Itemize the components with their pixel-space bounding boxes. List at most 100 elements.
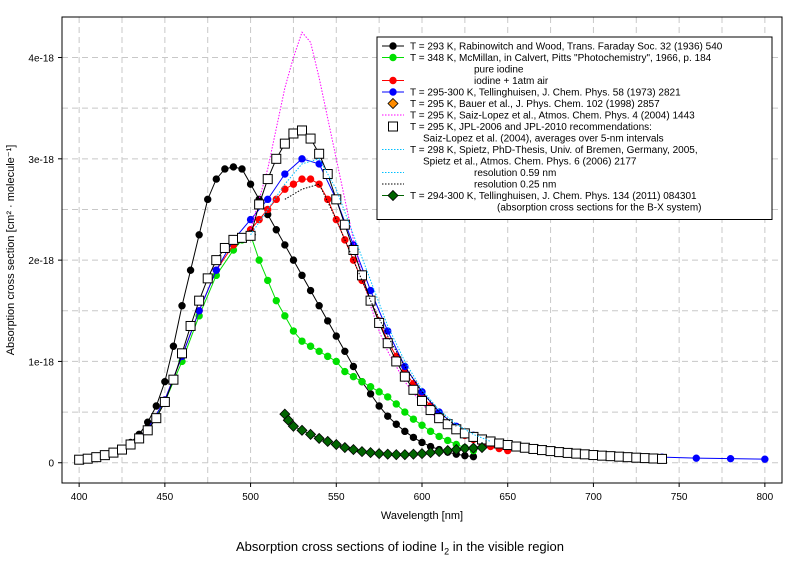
data-point	[588, 450, 599, 461]
data-point	[639, 453, 650, 464]
data-point	[178, 302, 186, 310]
data-point	[255, 215, 263, 224]
legend-marker	[389, 76, 397, 85]
y-tick-label: 0	[48, 459, 54, 470]
data-point	[168, 374, 179, 385]
data-point	[315, 347, 323, 356]
data-point	[125, 439, 136, 450]
data-point	[418, 438, 426, 447]
data-point	[408, 384, 419, 395]
data-point	[373, 448, 385, 460]
data-point	[417, 395, 427, 406]
data-point	[416, 448, 428, 460]
data-point	[562, 447, 573, 458]
data-point	[418, 421, 426, 429]
data-point	[348, 245, 359, 255]
legend-entry: T = 295 K, JPL-2006 and JPL-2010 recomme…	[410, 122, 652, 133]
data-point	[341, 367, 349, 376]
data-point	[289, 180, 298, 188]
data-point	[391, 356, 402, 367]
legend-marker	[389, 88, 397, 96]
data-point	[161, 377, 169, 386]
data-point	[204, 195, 212, 204]
data-point	[298, 175, 306, 183]
data-point	[314, 148, 325, 159]
data-point	[726, 454, 735, 463]
data-point	[631, 452, 642, 463]
data-point	[142, 425, 153, 436]
x-tick-label: 650	[499, 492, 516, 503]
data-point	[435, 432, 443, 441]
series-6	[74, 125, 667, 465]
data-point	[366, 390, 375, 398]
legend-entry: T = 348 K, McMillan, in Calvert, Pitts "…	[410, 53, 712, 64]
data-point	[426, 427, 435, 436]
data-point	[657, 453, 667, 464]
data-point	[306, 175, 315, 183]
data-point	[271, 153, 282, 164]
data-point	[358, 377, 366, 386]
data-point	[159, 396, 170, 407]
data-point	[357, 270, 367, 281]
data-point	[246, 180, 255, 188]
legend-marker	[389, 42, 397, 50]
data-point	[401, 408, 409, 416]
data-point	[399, 371, 410, 382]
data-point	[399, 449, 411, 461]
legend-marker	[389, 53, 397, 62]
caption-subscript: 2	[444, 546, 450, 557]
data-point	[433, 446, 445, 458]
y-tick-label: 3e-18	[28, 155, 54, 166]
data-point	[409, 415, 418, 423]
data-point	[99, 450, 110, 461]
data-point	[528, 443, 539, 454]
data-point	[315, 160, 323, 168]
data-point	[296, 424, 308, 436]
data-point	[332, 215, 340, 224]
data-point	[306, 286, 315, 295]
data-point	[502, 440, 513, 451]
data-point	[330, 438, 342, 451]
legend-entry: T = 295 K, Bauer et al., J. Phys. Chem. …	[410, 99, 660, 110]
data-point	[194, 295, 205, 306]
data-point	[246, 215, 255, 224]
series-line	[250, 158, 491, 442]
data-point	[605, 451, 616, 462]
data-point	[384, 412, 392, 420]
data-point	[390, 449, 402, 461]
data-point	[409, 433, 418, 442]
data-point	[238, 165, 246, 173]
data-point	[272, 226, 280, 234]
data-point	[185, 320, 196, 331]
figure-caption: Absorption cross sections of iodine I2 i…	[0, 539, 800, 557]
data-point	[282, 414, 294, 426]
legend-entry: pure iodine	[474, 65, 524, 76]
data-point	[177, 348, 187, 359]
data-point	[74, 454, 85, 465]
data-point	[195, 231, 203, 239]
data-point	[219, 242, 230, 253]
data-point	[392, 420, 400, 428]
data-point	[339, 441, 351, 454]
data-point	[272, 296, 280, 305]
data-point	[228, 234, 239, 245]
data-point	[255, 256, 263, 264]
legend-box	[376, 36, 773, 220]
data-point	[347, 444, 359, 456]
x-tick-label: 400	[71, 492, 88, 503]
data-point	[374, 317, 385, 328]
data-point	[298, 271, 306, 280]
data-point	[450, 444, 462, 456]
data-point	[324, 352, 332, 361]
data-point	[322, 435, 334, 448]
legend-entry: T = 295 K, Saiz-Lopez et al., Atmos. Che…	[410, 111, 695, 122]
data-point	[306, 342, 315, 350]
data-point	[444, 436, 452, 445]
legend-entry: T = 294-300 K, Tellinghuisen, J. Chem. P…	[410, 191, 697, 202]
data-point	[622, 452, 633, 463]
legend-entry: T = 298 K, Spietz, PhD-Thesis, Univ. of …	[410, 145, 698, 156]
x-tick-label: 450	[157, 492, 174, 503]
series-line	[284, 183, 457, 427]
data-point	[366, 383, 375, 391]
data-point	[442, 445, 454, 457]
